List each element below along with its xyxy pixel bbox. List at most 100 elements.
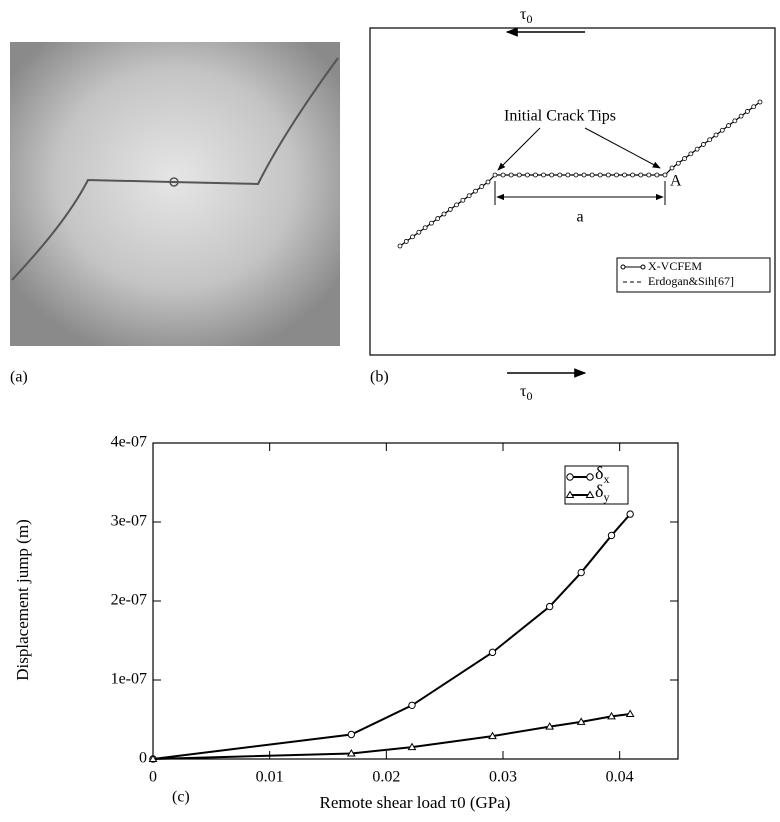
marker bbox=[488, 648, 497, 657]
y-tick-label: 2e-07 bbox=[111, 592, 147, 609]
crack-node bbox=[466, 193, 472, 199]
y-axis-label: Displacement jump (m) bbox=[13, 519, 32, 680]
crack-node bbox=[565, 172, 571, 178]
crack-node bbox=[614, 172, 619, 178]
crack-node bbox=[732, 118, 738, 124]
x-tick-label: 0.04 bbox=[606, 769, 634, 786]
y-tick-label: 1e-07 bbox=[111, 671, 147, 688]
legend-label: δy bbox=[595, 481, 609, 504]
load-label: τ0 bbox=[520, 383, 532, 403]
marker bbox=[407, 742, 417, 751]
crack-node bbox=[597, 172, 603, 178]
crack-node bbox=[622, 172, 627, 178]
crack-node bbox=[713, 132, 719, 138]
x-axis-label: Remote shear load τ0 (GPa) bbox=[320, 793, 511, 812]
series-line bbox=[152, 712, 631, 760]
panel-label: (a) bbox=[10, 369, 28, 386]
marker bbox=[576, 717, 586, 725]
crack-node bbox=[701, 142, 706, 147]
crack-node bbox=[694, 146, 700, 152]
crack-node bbox=[738, 113, 744, 119]
point-label: A bbox=[670, 173, 682, 190]
y-tick-label: 3e-07 bbox=[111, 513, 147, 530]
crack-node bbox=[669, 165, 675, 171]
marker bbox=[347, 730, 356, 739]
crack-node bbox=[460, 197, 466, 203]
crack-node bbox=[492, 172, 498, 178]
crack-node bbox=[541, 172, 546, 178]
crack-node bbox=[751, 104, 757, 110]
crack-node bbox=[524, 172, 530, 178]
x-tick-label: 0.03 bbox=[489, 769, 517, 786]
panel-label: (c) bbox=[172, 789, 190, 806]
legend-marker bbox=[640, 264, 646, 270]
load-label: τ0 bbox=[520, 6, 532, 26]
crack-node bbox=[573, 172, 579, 178]
crack-node bbox=[447, 207, 453, 212]
legend-label: X-VCFEM bbox=[648, 259, 702, 273]
pointer bbox=[584, 127, 661, 169]
crack-path bbox=[397, 99, 763, 249]
legend bbox=[616, 257, 771, 293]
crack-node bbox=[410, 234, 415, 240]
crack-node bbox=[745, 109, 750, 114]
marker bbox=[565, 490, 575, 498]
crack-node bbox=[435, 216, 441, 221]
legend bbox=[564, 465, 629, 505]
series-line bbox=[152, 513, 631, 760]
crack-node bbox=[726, 123, 731, 128]
crack-node bbox=[516, 172, 522, 178]
crack-node bbox=[441, 211, 447, 217]
x-tick-label: 0 bbox=[149, 769, 157, 786]
marker bbox=[577, 568, 585, 577]
crack-node bbox=[422, 225, 428, 231]
dimension-label: a bbox=[576, 209, 583, 226]
marker bbox=[607, 531, 616, 540]
crack-node bbox=[662, 172, 668, 178]
crack-node bbox=[557, 172, 563, 178]
crack-node bbox=[403, 239, 409, 244]
annotation: Initial Crack Tips bbox=[504, 108, 616, 125]
panel-frame bbox=[369, 27, 776, 356]
marker bbox=[625, 709, 635, 717]
pointer bbox=[497, 127, 541, 171]
panel-label: (b) bbox=[370, 369, 389, 386]
crack-node bbox=[682, 156, 687, 161]
crack-node bbox=[429, 220, 434, 226]
marker bbox=[346, 748, 356, 757]
crack-node bbox=[485, 179, 491, 185]
crack-node bbox=[533, 172, 538, 178]
crack-node bbox=[646, 172, 652, 178]
crack-node bbox=[605, 172, 611, 178]
marker bbox=[545, 602, 554, 611]
marker bbox=[488, 731, 497, 740]
marker bbox=[586, 473, 594, 481]
crack-node bbox=[654, 172, 660, 178]
crack-node bbox=[416, 229, 422, 235]
legend-marker bbox=[620, 264, 626, 270]
crack-node bbox=[630, 172, 636, 178]
crack-node bbox=[508, 172, 514, 178]
marker bbox=[408, 701, 416, 709]
crack-node bbox=[397, 243, 403, 249]
crack-node bbox=[500, 172, 506, 178]
marker bbox=[585, 490, 595, 498]
marker bbox=[148, 754, 158, 762]
crack-node bbox=[688, 151, 694, 157]
crack-node bbox=[479, 184, 485, 189]
marker bbox=[545, 722, 555, 730]
crack-node bbox=[589, 172, 595, 178]
legend-label: Erdogan&Sih[67] bbox=[648, 274, 734, 288]
crack-node bbox=[707, 137, 713, 143]
crack-node bbox=[549, 172, 555, 178]
legend-label: δx bbox=[595, 463, 609, 486]
x-tick-label: 0.02 bbox=[372, 769, 400, 786]
y-tick-label: 0 bbox=[139, 750, 147, 767]
photo bbox=[10, 42, 340, 346]
y-tick-label: 4e-07 bbox=[111, 434, 147, 451]
marker bbox=[566, 473, 574, 481]
crack-node bbox=[638, 172, 644, 178]
marker bbox=[607, 711, 616, 720]
crack-node bbox=[675, 160, 681, 166]
